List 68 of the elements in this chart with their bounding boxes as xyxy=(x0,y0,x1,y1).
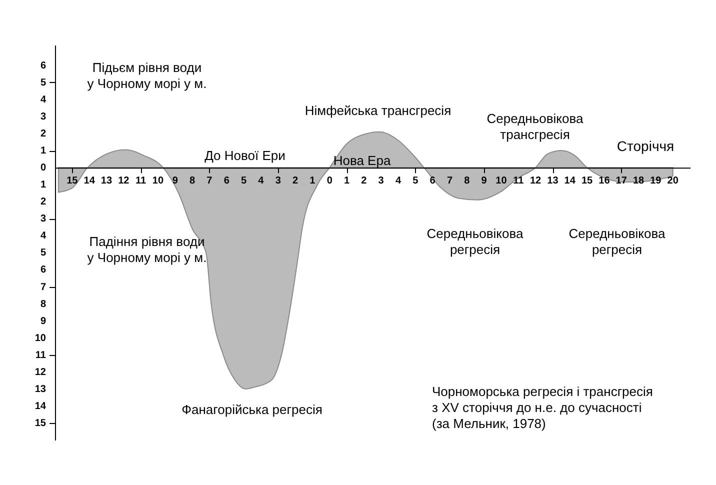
y-tick-label: 0 xyxy=(40,162,46,174)
x-tick-label: 14 xyxy=(84,176,96,187)
y-tick-label: 11 xyxy=(35,350,46,361)
y-tick-label: 2 xyxy=(40,128,46,140)
x-tick-label: 4 xyxy=(395,176,402,187)
x-tick-label: 16 xyxy=(598,176,610,187)
y-tick-label: 7 xyxy=(40,282,46,293)
y-tick-label: 6 xyxy=(40,60,46,72)
y-tick-label: 5 xyxy=(40,248,46,259)
x-tick-label: 8 xyxy=(464,176,470,187)
x-tick-label: 2 xyxy=(361,176,368,187)
annotation: Німфейська трансгресія xyxy=(304,103,452,118)
y-tick-label: 3 xyxy=(40,112,46,123)
y-tick-label: 5 xyxy=(40,77,46,88)
x-tick-label: 1 xyxy=(310,176,316,187)
y-tick-label: 13 xyxy=(34,384,46,395)
x-tick-label: 11 xyxy=(513,176,524,187)
annotation: Нова Ера xyxy=(333,153,392,168)
x-tick-label: 15 xyxy=(581,176,594,187)
y-tick-label: 2 xyxy=(40,196,46,208)
x-tick-label: 14 xyxy=(564,176,576,187)
x-tick-label: 20 xyxy=(667,176,679,187)
x-tick-label: 2 xyxy=(292,176,298,187)
y-tick-label: 9 xyxy=(40,316,46,327)
annotation: Фанагорійська регресія xyxy=(182,402,322,417)
annotation: Чорноморська регресія і трансгресія з XV сторіччя до н.е. до сучасності (за Мельник, 1978) xyxy=(432,384,653,431)
x-tick-label: 6 xyxy=(430,176,436,187)
x-tick-label: 12 xyxy=(118,176,130,187)
x-tick-label: 9 xyxy=(481,176,488,187)
x-axis-title: Сторіччя xyxy=(616,138,674,154)
annotation: Середньовікова трансгресія xyxy=(486,111,584,142)
y-tick-label: 3 xyxy=(40,214,46,225)
x-tick-label: 4 xyxy=(258,176,264,187)
x-tick-label: 10 xyxy=(496,176,508,187)
x-tick-label: 11 xyxy=(136,176,147,187)
x-tick-label: 7 xyxy=(446,176,453,187)
x-tick-label: 15 xyxy=(66,176,78,187)
x-tick-label: 17 xyxy=(616,176,628,187)
y-tick-label: 10 xyxy=(34,332,46,344)
x-tick-label: 5 xyxy=(241,176,248,187)
x-tick-label: 13 xyxy=(100,176,112,187)
x-tick-label: 0 xyxy=(326,176,333,187)
y-tick-label: 14 xyxy=(34,400,46,412)
y-tick-label: 8 xyxy=(40,298,46,310)
x-tick-label: 8 xyxy=(190,176,196,187)
x-tick-label: 5 xyxy=(412,176,419,187)
annotation: Підьєм рівня води у Чорному морі у м. xyxy=(87,60,207,91)
y-tick-label: 12 xyxy=(34,366,46,378)
x-tick-label: 6 xyxy=(224,176,230,187)
x-tick-label: 13 xyxy=(547,176,559,187)
annotation: Середньовікова регресія xyxy=(568,226,666,257)
x-tick-label: 10 xyxy=(152,176,164,187)
x-tick-label: 9 xyxy=(172,176,178,187)
x-tick-label: 12 xyxy=(530,176,542,187)
x-tick-label: 18 xyxy=(632,176,645,187)
annotation: До Нової Ери xyxy=(204,148,286,163)
annotation: Середньовікова регресія xyxy=(426,226,524,257)
x-tick-label: 3 xyxy=(378,176,384,187)
x-tick-label: 1 xyxy=(344,176,350,187)
x-tick-label: 7 xyxy=(206,176,213,187)
y-tick-label: 6 xyxy=(40,264,46,276)
x-tick-label: 3 xyxy=(275,176,282,187)
y-tick-label: 15 xyxy=(34,418,46,429)
y-tick-label: 4 xyxy=(40,94,46,106)
x-tick-label: 19 xyxy=(650,176,662,187)
annotation: Падіння рівня води у Чорному морі у м. xyxy=(87,234,207,265)
y-tick-label: 4 xyxy=(40,230,46,242)
y-tick-label: 1 xyxy=(40,146,46,157)
